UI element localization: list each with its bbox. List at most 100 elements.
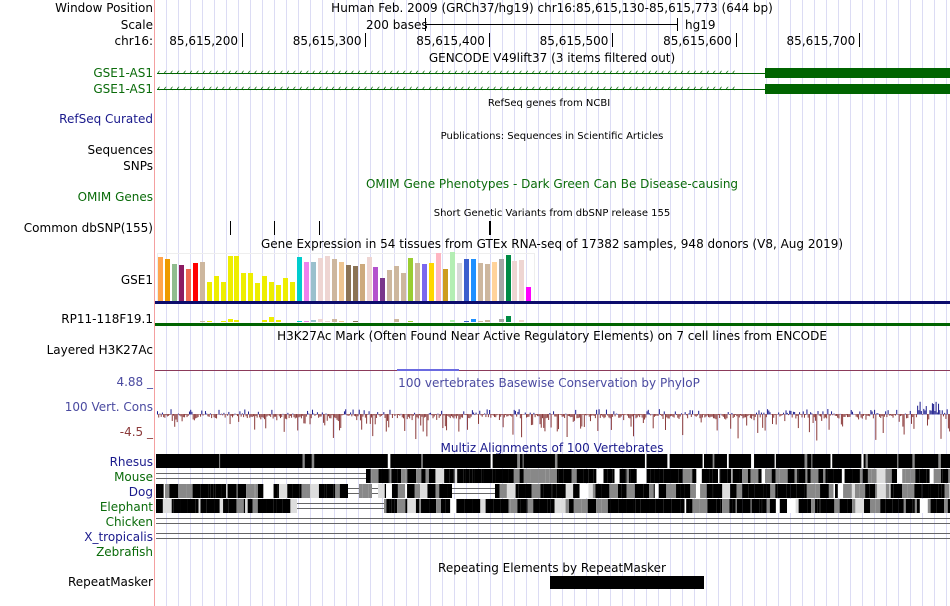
omim-title[interactable]: OMIM Gene Phenotypes - Dark Green Can Be… xyxy=(365,177,739,191)
ruler-tick-label: 85,615,200 xyxy=(169,34,239,48)
gene-intron-arrows[interactable]: ‹ ‹ ‹ ‹ ‹ ‹ ‹ ‹ ‹ ‹ ‹ ‹ ‹ ‹ ‹ ‹ ‹ ‹ ‹ ‹ … xyxy=(157,67,765,79)
omim-label[interactable]: OMIM Genes xyxy=(77,190,153,204)
alignment-block xyxy=(384,484,387,498)
dbsnp-label[interactable]: Common dbSNP(155) xyxy=(23,221,153,235)
phylop-bar xyxy=(337,414,339,422)
phylop-bar xyxy=(589,414,591,422)
phylop-bar xyxy=(556,414,558,432)
rmsk-title[interactable]: Repeating Elements by RepeatMasker xyxy=(438,561,666,575)
gencode-title[interactable]: GENCODE V49lift37 (3 items filtered out) xyxy=(428,51,676,65)
gene-intron-arrows[interactable]: ‹ ‹ ‹ ‹ ‹ ‹ ‹ ‹ ‹ ‹ ‹ ‹ ‹ ‹ ‹ ‹ ‹ ‹ ‹ ‹ … xyxy=(157,83,765,95)
alignment-block xyxy=(554,454,558,468)
phylop-bar xyxy=(364,414,366,418)
ruler-tick xyxy=(242,33,244,47)
alignment-block xyxy=(682,469,691,483)
alignment-block xyxy=(678,469,683,483)
refseq-label[interactable]: RefSeq Curated xyxy=(59,112,153,126)
species-label[interactable]: Rhesus xyxy=(109,455,153,469)
phylop-bar xyxy=(680,413,682,415)
refseq-title[interactable]: RefSeq genes from NCBI xyxy=(487,98,611,109)
gtex-bar xyxy=(303,321,309,322)
alignment-block xyxy=(391,469,398,483)
h3k27ac-title[interactable]: H3K27Ac Mark (Often Found Near Active Re… xyxy=(277,329,827,343)
phylop-bar xyxy=(946,409,948,415)
alignment-block xyxy=(930,499,937,513)
species-label[interactable]: X_tropicalis xyxy=(84,530,153,544)
alignment-block xyxy=(742,499,751,513)
gtex-gene-label[interactable]: RP11-118F19.1 xyxy=(61,312,153,326)
pubs-label-snps[interactable]: SNPs xyxy=(123,159,153,173)
phylop-bar xyxy=(427,414,429,421)
species-label[interactable]: Elephant xyxy=(99,500,153,514)
alignment-block xyxy=(690,469,693,483)
alignment-block xyxy=(732,469,740,483)
dbsnp-title[interactable]: Short Genetic Variants from dbSNP releas… xyxy=(433,208,671,219)
phylop-bar xyxy=(792,411,794,415)
phylop-bar xyxy=(224,414,226,418)
repeat-element[interactable] xyxy=(550,576,704,589)
phylop-bar xyxy=(855,414,857,417)
species-label[interactable]: Mouse xyxy=(114,470,153,484)
alignment-block xyxy=(618,499,627,513)
multiz-alignments[interactable] xyxy=(155,454,950,564)
pubs-title[interactable]: Publications: Sequences in Scientific Ar… xyxy=(440,131,664,142)
alignment-block xyxy=(655,499,664,513)
species-label[interactable]: Chicken xyxy=(105,515,153,529)
phylop-bar xyxy=(833,413,835,415)
scale-label: Scale xyxy=(120,18,153,32)
phylop-bar xyxy=(282,413,284,415)
phylop-bar xyxy=(172,414,174,416)
alignment-block xyxy=(919,469,927,483)
alignment-block xyxy=(506,484,516,498)
gene-label[interactable]: GSE1-AS1 xyxy=(93,66,153,80)
gtex-bar xyxy=(324,256,330,301)
gtex-title[interactable]: Gene Expression in 54 tissues from GTEx … xyxy=(260,237,844,251)
alignment-block xyxy=(407,499,416,513)
gene-exon[interactable] xyxy=(765,68,950,78)
h3k27ac-label[interactable]: Layered H3K27Ac xyxy=(46,343,153,357)
gtex-bar xyxy=(387,270,393,301)
phylop-bar xyxy=(375,414,377,418)
phylop-bar xyxy=(652,414,654,429)
alignment-block xyxy=(495,484,500,498)
phylop-bar xyxy=(772,414,773,425)
phylop-bar xyxy=(164,414,166,418)
alignment-block xyxy=(398,484,406,498)
alignment-block xyxy=(301,484,307,498)
species-label[interactable]: Dog xyxy=(128,485,153,499)
phylop-bar xyxy=(930,410,932,415)
pubs-label-sequences[interactable]: Sequences xyxy=(87,143,153,157)
phylop-bar xyxy=(339,414,341,431)
gtex-gene-label[interactable]: GSE1 xyxy=(120,273,153,287)
phylop-bar xyxy=(893,414,895,416)
phylop-bar xyxy=(587,414,589,415)
alignment-block xyxy=(465,469,470,483)
gtex-bar xyxy=(470,319,476,322)
alignment-block xyxy=(299,484,302,498)
alignment-block xyxy=(607,499,611,513)
phylop-label[interactable]: 100 Vert. Cons xyxy=(64,400,153,414)
multiz-title[interactable]: Multiz Alignments of 100 Vertebrates xyxy=(440,441,664,455)
gene-exon[interactable] xyxy=(765,84,950,94)
phylop-bar xyxy=(378,414,380,416)
phylop-bar xyxy=(869,414,871,417)
alignment-block xyxy=(940,469,943,483)
alignment-block xyxy=(469,469,473,483)
species-label[interactable]: Zebrafish xyxy=(96,545,153,559)
phylop-bar xyxy=(913,414,915,429)
phylop-bar xyxy=(683,414,685,415)
phylop-graph[interactable] xyxy=(155,385,950,445)
phylop-bar xyxy=(657,414,659,416)
phylop-bar xyxy=(756,412,758,415)
phylop-title[interactable]: 100 vertebrates Basewise Conservation by… xyxy=(398,376,700,390)
alignment-block xyxy=(517,454,521,468)
ruler-tick xyxy=(735,33,737,47)
rmsk-label[interactable]: RepeatMasker xyxy=(67,575,153,589)
alignment-block xyxy=(550,499,555,513)
alignment-block xyxy=(593,469,597,483)
alignment-block xyxy=(290,499,297,513)
alignment-block xyxy=(933,469,941,483)
gtex-bar xyxy=(449,252,455,301)
gene-label[interactable]: GSE1-AS1 xyxy=(93,82,153,96)
alignment-block xyxy=(774,454,776,468)
